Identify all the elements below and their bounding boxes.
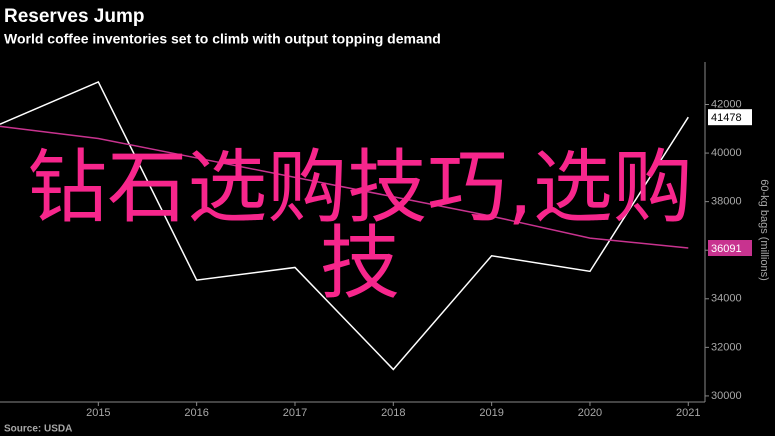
- x-tick-label: 2016: [184, 407, 208, 419]
- y-axis-label: 60-kg bags (millions): [758, 179, 770, 280]
- x-tick-label: 2018: [381, 407, 405, 419]
- x-tick-label: 2017: [283, 407, 307, 419]
- y-tick-label: 40000: [711, 147, 742, 159]
- y-tick-label: 34000: [711, 293, 742, 305]
- x-tick-label: 2019: [479, 407, 503, 419]
- y-tick-label: 42000: [711, 98, 742, 110]
- overlay-text: 钻石选购技巧,选购技: [27, 141, 693, 310]
- value-tag: [708, 109, 752, 126]
- y-tick-label: 30000: [711, 390, 742, 402]
- line-series: [0, 80, 689, 371]
- chart-title: Reserves Jump: [4, 6, 144, 27]
- line-series: [0, 125, 689, 249]
- value-tag: [708, 240, 752, 257]
- x-tick-label: 2021: [676, 407, 700, 419]
- x-tick-label: 2020: [578, 407, 602, 419]
- chart-subtitle: World coffee inventories set to climb wi…: [4, 31, 441, 47]
- y-tick-label: 32000: [711, 341, 742, 353]
- value-label: 41478: [711, 112, 742, 124]
- y-tick-label: 38000: [711, 196, 742, 208]
- value-label: 36091: [711, 243, 742, 255]
- x-tick-label: 2015: [86, 407, 110, 419]
- source: Source: USDA: [4, 424, 72, 435]
